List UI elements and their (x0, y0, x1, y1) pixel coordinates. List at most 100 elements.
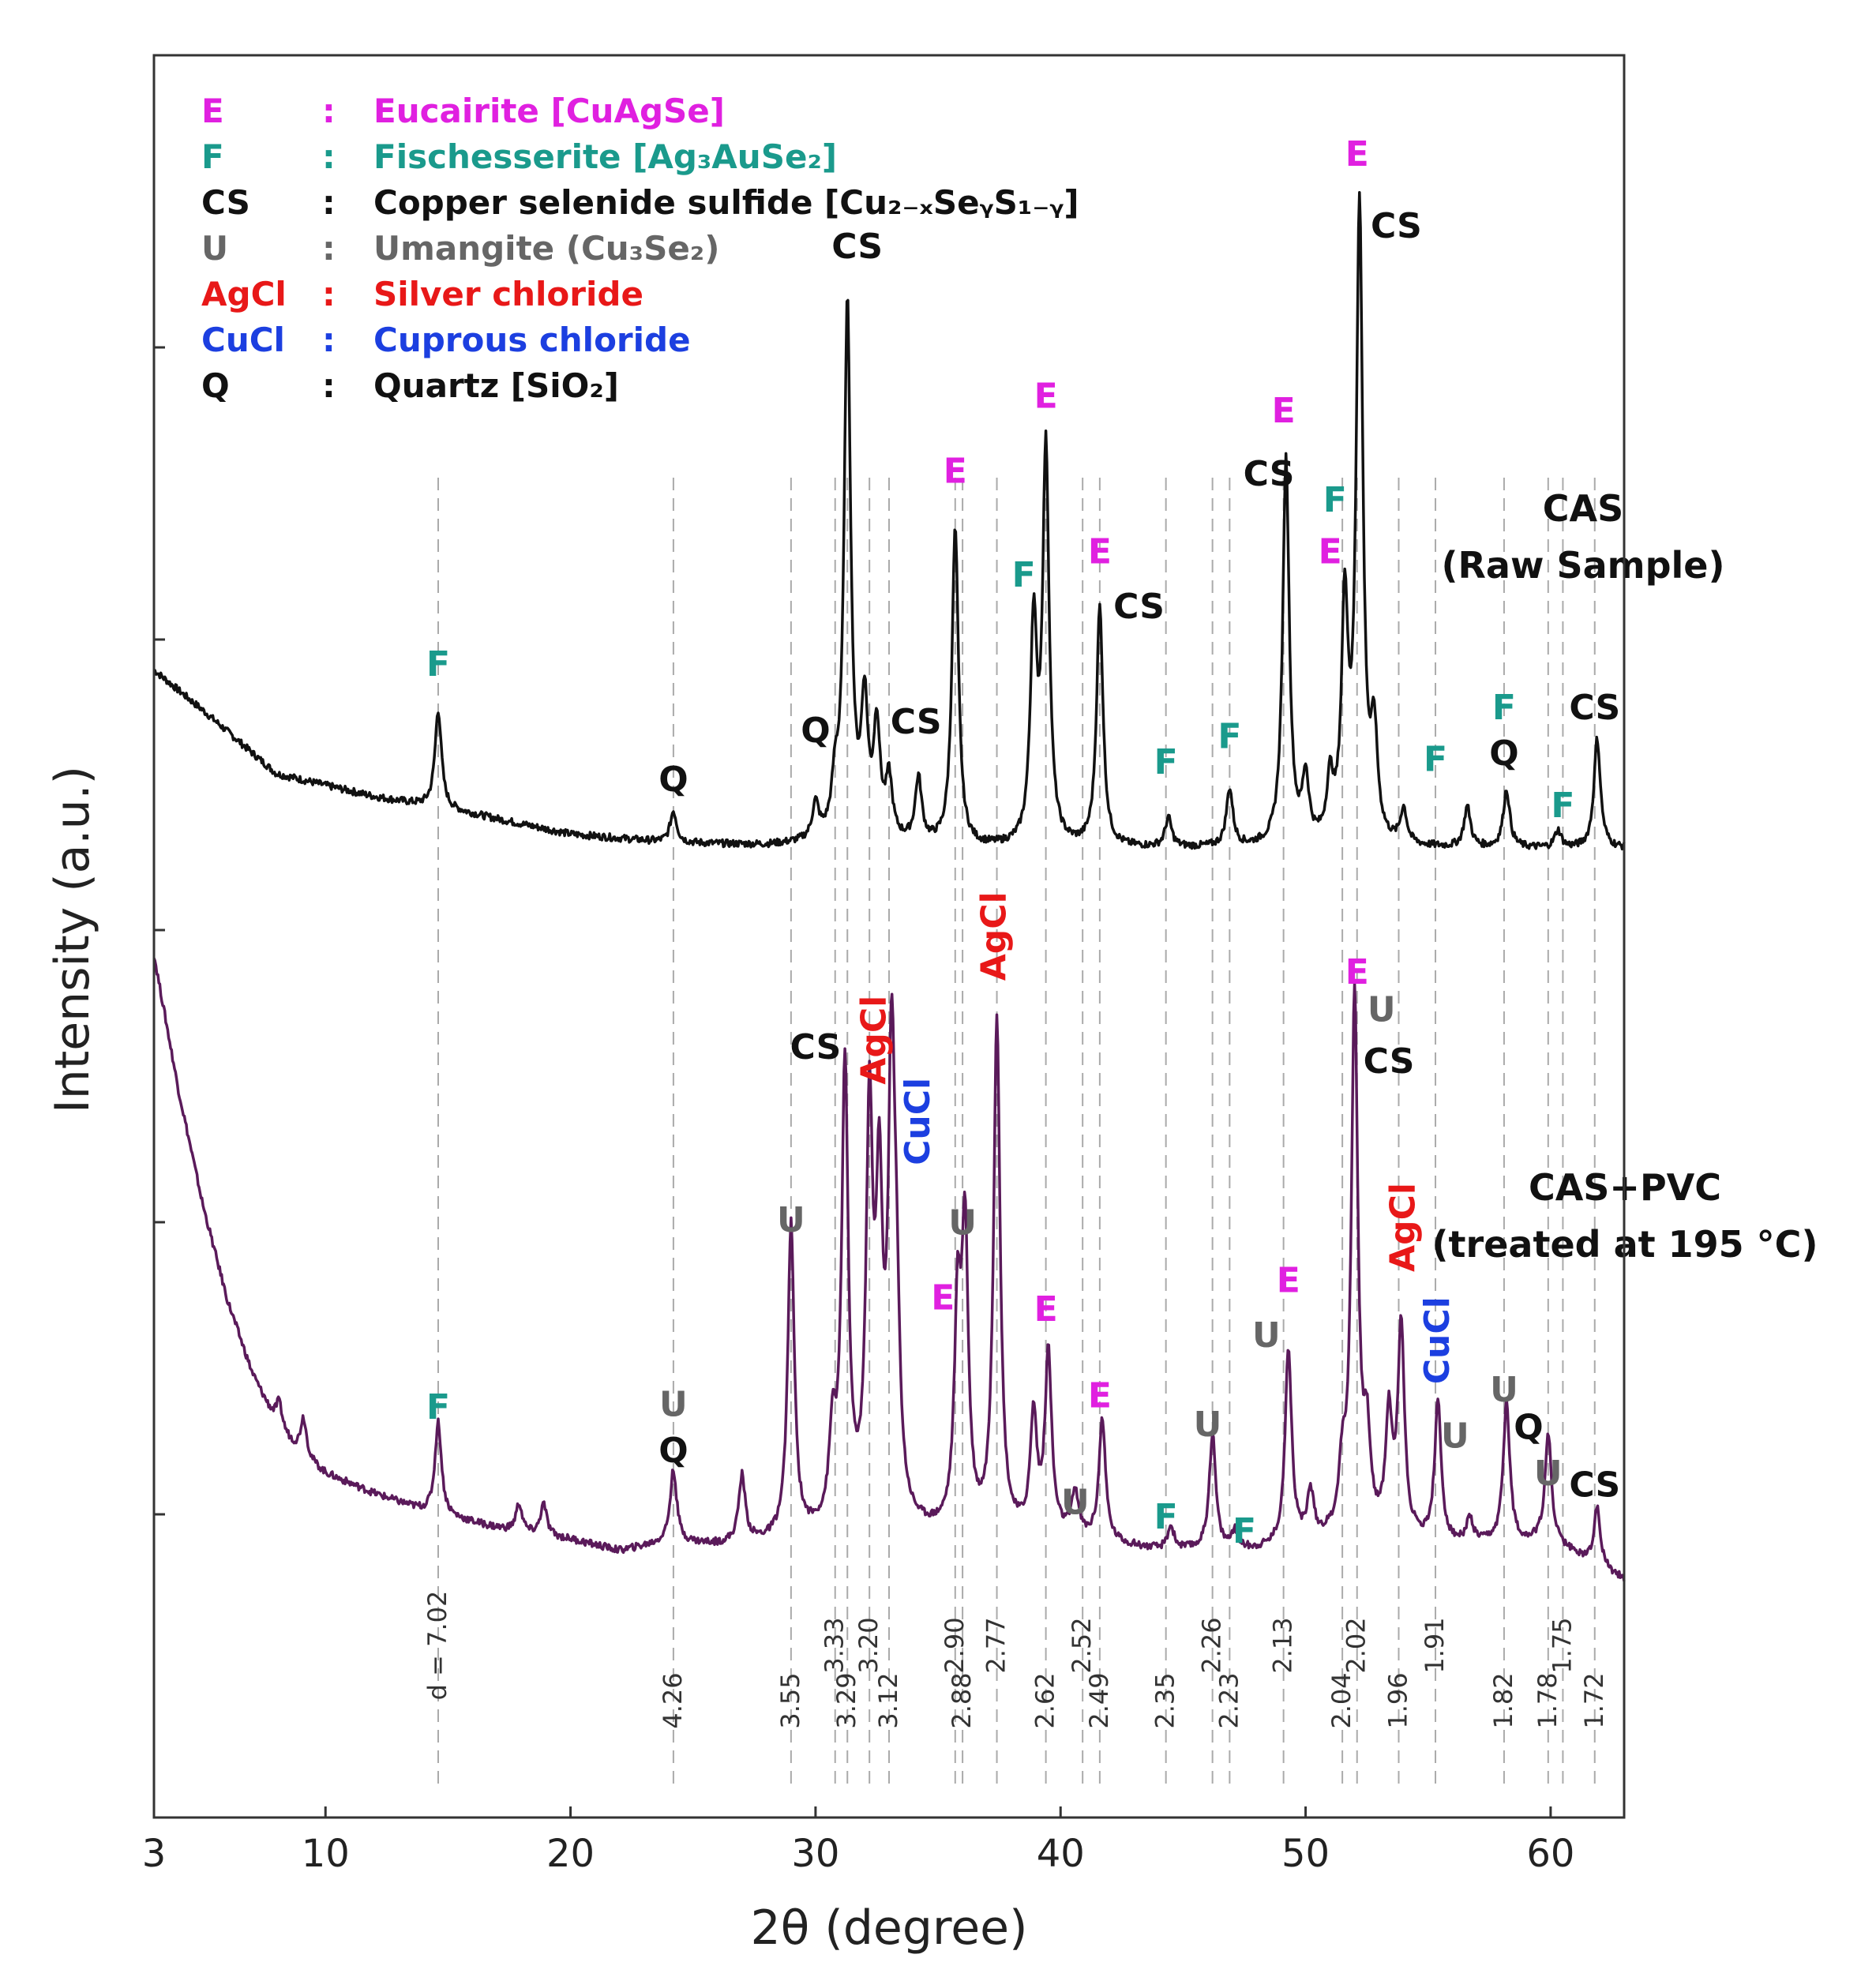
peak-label-24: U (659, 1384, 688, 1424)
x-tick-label-2: 20 (546, 1832, 595, 1876)
peak-label-12: CS (1244, 454, 1295, 494)
peak-label-41: U (1441, 1416, 1469, 1457)
peak-label-35: F (1233, 1511, 1256, 1551)
legend-name-6: Quartz [SiO₂] (373, 366, 619, 405)
x-tick-label-5: 50 (1281, 1832, 1330, 1876)
peak-label-37: E (1277, 1261, 1300, 1301)
peak-label-22: CS (1569, 688, 1620, 728)
legend-code-2: CS (201, 183, 250, 222)
peak-label-33: F (1154, 1497, 1178, 1537)
x-tick-label-4: 40 (1037, 1832, 1085, 1876)
d-spacing-value-5: 3.20 (854, 1617, 884, 1673)
peak-label-31: U (1061, 1483, 1090, 1523)
x-tick-label-3: 30 (791, 1832, 839, 1876)
peak-label-42: U (1490, 1370, 1518, 1410)
peak-label-15: E (1319, 532, 1342, 572)
legend-name-1: Fischesserite [Ag₃AuSe₂] (373, 137, 837, 176)
d-spacing-value-0: d = 7.02 (422, 1591, 452, 1701)
legend-sep-5: : (322, 321, 336, 359)
peak-label-44: U (1534, 1454, 1563, 1494)
series-line-0 (153, 190, 1626, 851)
d-spacing-value-15: 2.23 (1214, 1672, 1244, 1728)
x-axis-title: 2θ (degree) (750, 1900, 1027, 1956)
peak-label-5: E (944, 451, 967, 491)
legend-code-6: Q (201, 366, 230, 405)
legend-sep-6: : (322, 366, 336, 405)
d-spacing-guides (437, 478, 1596, 1786)
d-spacing-value-22: 1.78 (1533, 1672, 1563, 1728)
peak-label-19: F (1492, 688, 1516, 728)
d-spacing-value-19: 1.96 (1383, 1672, 1413, 1728)
peak-label-0: F (426, 644, 450, 685)
peak-label-rotated-3: AgCl (1383, 1183, 1424, 1272)
legend-sep-1: : (322, 137, 336, 176)
d-spacing-value-17: 2.04 (1326, 1672, 1356, 1728)
peak-label-32: E (1088, 1376, 1112, 1416)
d-spacing-value-4: 3.29 (831, 1672, 861, 1728)
legend-name-2: Copper selenide sulfide [Cu₂₋ₓSeᵧS₁₋ᵧ] (373, 183, 1079, 222)
d-spacing-value-21: 1.82 (1488, 1672, 1518, 1728)
peak-label-26: U (777, 1200, 805, 1240)
peak-label-1: Q (658, 760, 688, 800)
peak-label-43: Q (1514, 1408, 1543, 1448)
peak-label-20: Q (1489, 733, 1518, 774)
d-spacing-value-20: 1.91 (1420, 1617, 1450, 1673)
peak-label-29: U (948, 1203, 977, 1244)
legend-sep-0: : (322, 92, 336, 130)
peak-label-17: CS (1371, 206, 1422, 246)
d-spacing-values: d = 7.02 4.26 3.55 3.333.293.203.12 2.902.88… (422, 1591, 1609, 1729)
peak-label-3: CS (831, 227, 883, 267)
d-spacing-value-3: 3.33 (820, 1617, 850, 1673)
y-axis-title: Intensity (a.u.) (45, 766, 100, 1113)
peak-label-16: E (1345, 134, 1369, 174)
legend-code-3: U (201, 229, 228, 268)
peak-label-45: CS (1569, 1465, 1620, 1506)
d-spacing-value-16: 2.13 (1268, 1617, 1298, 1673)
peak-label-23: F (426, 1387, 450, 1427)
x-tick-label-6: 60 (1526, 1832, 1574, 1876)
d-spacing-value-6: 3.12 (873, 1672, 903, 1728)
peak-label-10: F (1154, 742, 1178, 782)
d-spacing-value-13: 2.35 (1150, 1672, 1180, 1728)
peak-label-39: U (1368, 989, 1396, 1030)
axes: 3 10 20 30 40 50 60 (142, 346, 1574, 1876)
peak-label-9: CS (1113, 587, 1165, 627)
peak-label-rotated-0: AgCl (854, 996, 894, 1085)
peak-label-rotated-4: CuCl (1417, 1296, 1458, 1384)
series-sublabel-0: (Raw Sample) (1441, 544, 1724, 587)
legend-code-0: E (201, 92, 224, 130)
d-spacing-value-7: 2.90 (940, 1617, 970, 1673)
legend-code-5: CuCl (201, 321, 285, 359)
x-tick-label-0: 3 (142, 1832, 167, 1876)
peak-label-38: E (1345, 952, 1369, 992)
peak-label-18: F (1424, 739, 1447, 779)
peak-label-25: Q (658, 1431, 688, 1471)
peak-label-4: CS (891, 702, 942, 742)
legend-code-4: AgCl (201, 275, 287, 313)
d-spacing-value-23: 1.75 (1547, 1617, 1577, 1673)
legend-sep-2: : (322, 183, 336, 222)
peak-label-21: F (1551, 786, 1574, 826)
d-spacing-value-12: 2.49 (1084, 1672, 1114, 1728)
legend-code-1: F (201, 137, 224, 176)
legend-name-0: Eucairite [CuAgSe] (373, 92, 725, 130)
peak-label-30: E (1034, 1289, 1058, 1330)
legend-name-3: Umangite (Cu₃Se₂) (373, 229, 719, 268)
peak-label-36: U (1252, 1315, 1281, 1356)
peak-label-2: Q (801, 711, 830, 751)
peak-label-7: E (1034, 377, 1058, 417)
plot-frame (152, 54, 1626, 1819)
legend-sep-3: : (322, 229, 336, 268)
x-tick-label-1: 10 (302, 1832, 350, 1876)
d-spacing-value-24: 1.72 (1579, 1672, 1609, 1728)
d-spacing-value-14: 2.26 (1197, 1617, 1227, 1673)
peak-label-13: E (1272, 391, 1296, 431)
d-spacing-value-18: 2.02 (1341, 1617, 1371, 1673)
peak-label-8: E (1088, 532, 1112, 572)
spectra (152, 190, 1626, 1582)
peak-label-14: F (1323, 480, 1347, 520)
peak-label-27: CS (790, 1027, 842, 1067)
peak-label-6: F (1012, 555, 1036, 595)
